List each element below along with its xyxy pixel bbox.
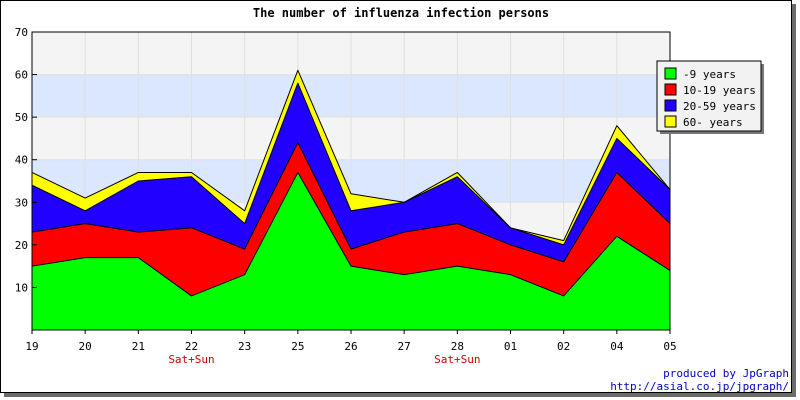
legend-swatch [664,83,677,96]
y-tick-label: 60 [15,69,28,82]
x-tick-label: 04 [610,340,624,353]
axes: 10 20 30 40 50 60 70 19 20 21 22 23 25 26 27 28 01 02 04 05… [15,26,677,366]
y-tick-label: 30 [15,196,28,209]
legend-swatch [664,115,677,128]
stacked-areas [31,69,671,331]
chart-frame: The number of influenza infection person… [0,0,792,393]
legend-entry: 60- years [683,116,743,129]
x-tick-label: 02 [557,340,570,353]
credit-line-2: http://asial.co.jp/jpgraph/ [610,380,789,392]
legend-swatch [664,99,677,112]
x-tick-label: 19 [25,340,38,353]
y-tick-label: 70 [15,26,28,39]
x-tick-label: 26 [344,340,357,353]
y-tick-label: 50 [15,111,28,124]
y-tick-label: 10 [15,281,28,294]
x-sublabel: Sat+Sun [434,353,480,366]
x-tick-label: 21 [132,340,145,353]
x-tick-label: 22 [185,340,198,353]
x-tick-label: 01 [504,340,517,353]
x-tick-label: 05 [663,340,676,353]
x-tick-label: 23 [238,340,251,353]
x-tick-label: 28 [451,340,464,353]
area--9-years [31,171,671,331]
chart-title: The number of influenza infection person… [253,6,549,20]
legend: -9 years 10-19 years 20-59 years 60- years [656,60,764,134]
legend-swatch [664,67,677,80]
credit-line-1: produced by JpGraph [663,367,789,380]
y-tick-label: 40 [15,154,28,167]
x-tick-label: 25 [291,340,304,353]
x-tick-label: 27 [398,340,411,353]
chart-canvas: The number of influenza infection person… [15,6,789,393]
legend-entry: -9 years [683,68,736,81]
legend-entry: 20-59 years [683,100,756,113]
x-tick-label: 20 [79,340,92,353]
x-sublabel: Sat+Sun [168,353,214,366]
legend-entry: 10-19 years [683,84,756,97]
y-tick-label: 20 [15,239,28,252]
